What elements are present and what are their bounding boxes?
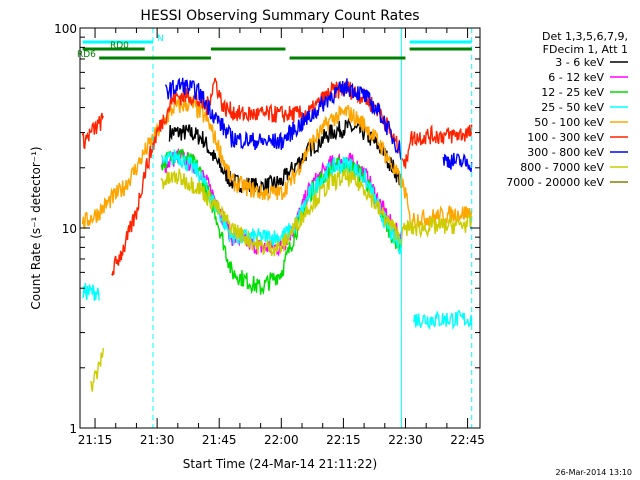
legend-label: 800 - 7000 keV <box>520 161 604 174</box>
chart-title: HESSI Observing Summary Count Rates <box>140 8 419 24</box>
annotation-label-rd0: RD0 <box>110 41 129 51</box>
legend-label: 12 - 25 keV <box>541 86 604 99</box>
series-line-3 <box>81 149 473 331</box>
annotation-label-rd6: RD6 <box>77 50 96 60</box>
series-line-2 <box>160 148 403 296</box>
legend-label: 50 - 100 keV <box>534 116 604 129</box>
series-line-4 <box>81 95 473 230</box>
plot-area: N RD0 RD6 <box>77 28 473 428</box>
y-axis-label: Count Rate (s⁻¹ detector⁻¹) <box>29 146 43 309</box>
y-tick-label: 100 <box>54 22 77 36</box>
x-tick-label: 22:00 <box>264 433 299 447</box>
series-line-6 <box>164 77 473 173</box>
legend-label: 6 - 12 keV <box>548 71 604 84</box>
legend-header-line: FDecim 1, Att 1 <box>543 43 628 56</box>
timestamp: 26-Mar-2014 13:10 <box>556 468 633 477</box>
plot-clipped-group <box>81 28 473 428</box>
annotation-label-n: N <box>157 34 164 44</box>
x-tick-label: 21:30 <box>140 433 175 447</box>
x-tick-label: 22:15 <box>326 433 361 447</box>
x-tick-label: 22:45 <box>450 433 485 447</box>
y-tick-label: 1 <box>69 422 77 436</box>
legend-header-line: Det 1,3,5,6,7,9, <box>542 30 628 43</box>
legend-label: 300 - 800 keV <box>527 146 604 159</box>
x-tick-label: 21:45 <box>202 433 237 447</box>
axes: 1 10 100 21:15 21:30 21:45 22:00 22:15 22:30 22:4… <box>54 22 485 447</box>
legend-label: 100 - 300 keV <box>527 131 604 144</box>
series-line-5 <box>81 77 473 277</box>
x-axis-label: Start Time (24-Mar-14 21:11:22) <box>183 457 377 471</box>
series-line-7 <box>90 168 473 392</box>
legend-label: 25 - 50 keV <box>541 101 604 114</box>
series-line-0 <box>168 116 403 196</box>
legend-label: 3 - 6 keV <box>555 56 604 69</box>
y-tick-label: 10 <box>62 222 77 236</box>
x-tick-label: 21:15 <box>78 433 113 447</box>
x-tick-label: 22:30 <box>388 433 423 447</box>
legend-label: 7000 - 20000 keV <box>506 176 604 189</box>
legend: Det 1,3,5,6,7,9,FDecim 1, Att 13 - 6 keV… <box>506 30 628 189</box>
